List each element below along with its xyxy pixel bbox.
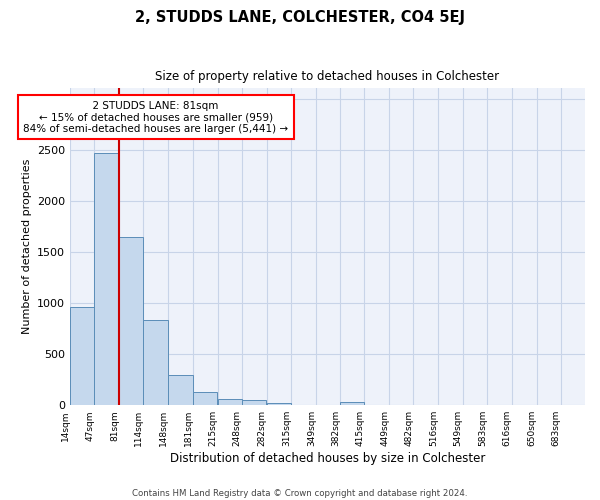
Bar — [340, 402, 364, 405]
Bar — [119, 236, 143, 405]
Bar — [70, 307, 94, 405]
Text: 2, STUDDS LANE, COLCHESTER, CO4 5EJ: 2, STUDDS LANE, COLCHESTER, CO4 5EJ — [135, 10, 465, 25]
Bar — [266, 403, 291, 405]
Bar — [242, 400, 266, 405]
Bar — [193, 392, 217, 405]
Y-axis label: Number of detached properties: Number of detached properties — [22, 159, 32, 334]
Text: 2 STUDDS LANE: 81sqm  
← 15% of detached houses are smaller (959)
84% of semi-de: 2 STUDDS LANE: 81sqm ← 15% of detached h… — [23, 100, 289, 134]
Bar — [143, 320, 167, 405]
Bar — [218, 399, 242, 405]
Bar — [169, 374, 193, 405]
X-axis label: Distribution of detached houses by size in Colchester: Distribution of detached houses by size … — [170, 452, 485, 465]
Text: Contains HM Land Registry data © Crown copyright and database right 2024.: Contains HM Land Registry data © Crown c… — [132, 488, 468, 498]
Bar — [94, 152, 118, 405]
Title: Size of property relative to detached houses in Colchester: Size of property relative to detached ho… — [155, 70, 500, 83]
